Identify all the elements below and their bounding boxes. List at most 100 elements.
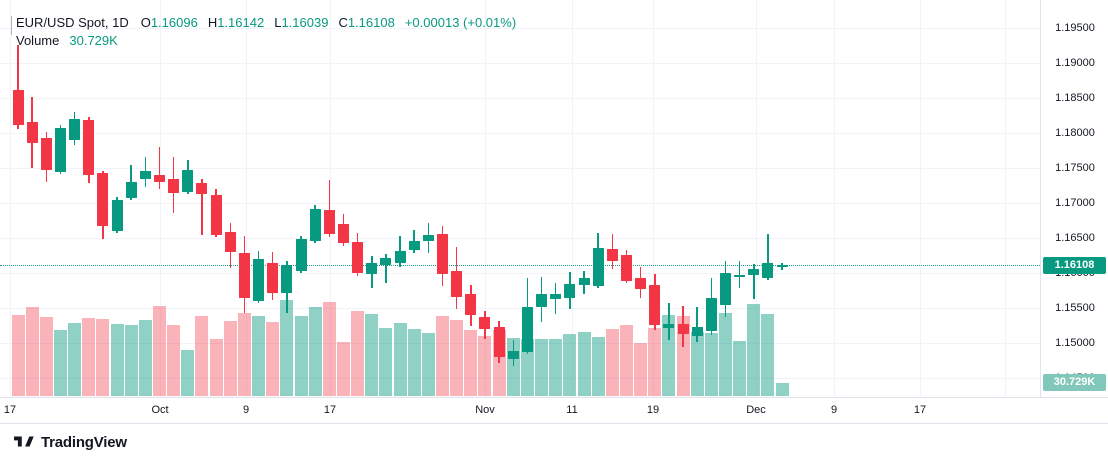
tradingview-logo-icon xyxy=(14,434,34,450)
current-price-badge: 1.16108 xyxy=(1043,256,1106,274)
ohlc-open: O1.16096 xyxy=(140,15,198,30)
candle-body xyxy=(253,259,265,301)
candle-wick xyxy=(17,44,19,129)
volume-bar xyxy=(747,304,761,396)
tradingview-logo-link[interactable]: TradingView xyxy=(14,434,127,451)
volume-bar xyxy=(421,333,435,396)
volume-bar xyxy=(124,325,138,396)
time-axis-label: 11 xyxy=(566,404,578,416)
volume-bar xyxy=(563,334,577,396)
bottom-toolbar: TradingView xyxy=(0,423,1108,459)
volume-bar xyxy=(167,325,181,396)
candle-body xyxy=(578,277,590,285)
gridline-h xyxy=(0,308,1040,309)
volume-bar xyxy=(365,314,379,396)
gridline-h xyxy=(0,98,1040,99)
ohlc-close: C1.16108 xyxy=(338,15,395,30)
time-axis-label: 17 xyxy=(323,404,337,416)
candle-body xyxy=(408,240,420,250)
time-axis-label: Oct xyxy=(151,404,169,416)
candle-body xyxy=(748,268,760,276)
volume-bar xyxy=(719,313,732,396)
volume-bar xyxy=(181,350,195,396)
candle-wick xyxy=(328,179,331,238)
price-axis-label: 1.18500 xyxy=(1055,92,1095,104)
candle-body xyxy=(295,238,307,271)
volume-bar xyxy=(322,302,336,396)
volume-bar xyxy=(761,314,775,396)
gridline-v xyxy=(246,0,247,397)
candle-wick xyxy=(668,303,670,341)
time-axis-label: 9 xyxy=(830,404,838,416)
candle-body xyxy=(705,298,717,332)
gridline-v xyxy=(756,0,757,397)
candle-body xyxy=(380,258,392,266)
volume-bar xyxy=(11,315,25,396)
current-volume-badge: 30.729K xyxy=(1043,374,1106,391)
gridline-h xyxy=(0,133,1040,134)
volume-bar xyxy=(223,321,237,396)
candle-body xyxy=(26,121,38,143)
volume-bar xyxy=(648,328,662,396)
volume-bar xyxy=(266,322,280,396)
price-axis[interactable]: 1.16108 30.729K 1.19500 1.19000 1.18500 1.1… xyxy=(1040,0,1108,397)
price-axis-label: 1.18000 xyxy=(1055,127,1095,139)
gridline-v xyxy=(834,0,835,397)
symbol-title[interactable]: EUR/USD Spot, 1D xyxy=(16,15,129,30)
candle-body xyxy=(281,265,293,294)
candle-body xyxy=(337,224,349,243)
volume-bar xyxy=(25,307,39,396)
volume-bar xyxy=(535,339,549,396)
volume-bar xyxy=(294,316,308,396)
candle-body xyxy=(394,251,406,264)
candle-wick xyxy=(767,233,769,280)
candle-body xyxy=(507,350,519,360)
volume-bar xyxy=(393,323,407,396)
candle-body xyxy=(12,90,24,126)
volume-bar xyxy=(153,306,166,396)
volume-label[interactable]: Volume xyxy=(16,33,60,48)
volume-bar xyxy=(676,316,690,396)
candle-body xyxy=(182,170,194,192)
volume-bar xyxy=(577,332,591,396)
volume-bar xyxy=(591,337,605,396)
gridline-h xyxy=(0,343,1040,344)
candle-body xyxy=(267,263,279,294)
price-axis-label: 1.16500 xyxy=(1055,232,1095,244)
legend-left-border xyxy=(11,16,12,35)
price-axis-label: 1.19000 xyxy=(1055,57,1095,69)
volume-bar xyxy=(252,316,266,396)
gridline-v xyxy=(330,0,331,397)
gridline-v xyxy=(485,0,486,397)
legend-row-volume: Volume 30.729K xyxy=(16,32,516,50)
volume-bar xyxy=(351,311,365,396)
volume-bar xyxy=(690,332,704,396)
candle-body xyxy=(422,235,434,241)
volume-bar xyxy=(209,339,223,396)
chart-pane[interactable] xyxy=(0,0,1040,397)
candle-body xyxy=(437,233,448,274)
volume-bar xyxy=(775,383,789,396)
price-axis-label: 1.17500 xyxy=(1055,162,1095,174)
candle-body xyxy=(196,182,208,194)
volume-bar xyxy=(549,339,563,396)
time-axis-label: Nov xyxy=(475,404,495,416)
candle-body xyxy=(479,317,491,329)
candle-body xyxy=(83,119,95,175)
candle-body xyxy=(139,170,151,180)
candle-body xyxy=(154,175,165,182)
candle-body xyxy=(734,275,746,277)
candle-body xyxy=(606,249,618,262)
gridline-h xyxy=(0,28,1040,29)
candle-body xyxy=(677,324,689,334)
candle-body xyxy=(309,209,321,241)
candle-body xyxy=(224,231,236,252)
gridline-h xyxy=(0,238,1040,239)
time-axis[interactable]: 17 Oct 9 17 Nov 11 19 Dec 9 17 xyxy=(0,397,1108,424)
gridline-v xyxy=(572,0,573,397)
volume-bar xyxy=(733,341,747,396)
candle-body xyxy=(493,326,505,357)
volume-bar xyxy=(53,330,67,396)
candle-body xyxy=(635,277,647,290)
